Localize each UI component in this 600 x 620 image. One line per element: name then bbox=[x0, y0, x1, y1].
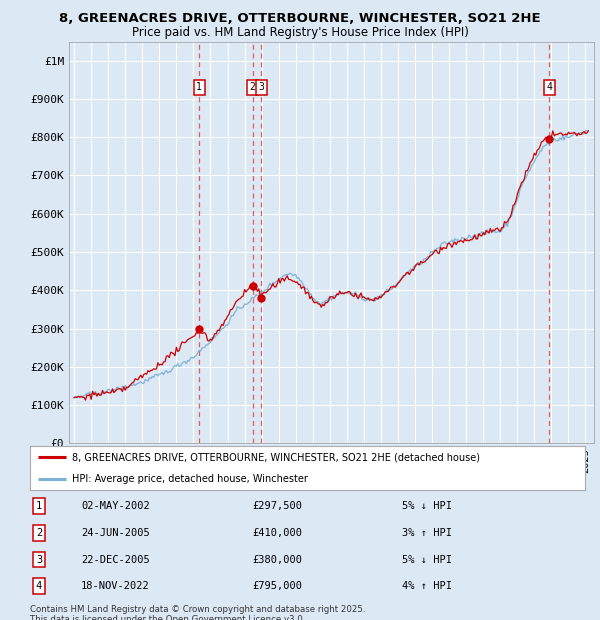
Text: 2: 2 bbox=[250, 82, 256, 92]
Text: 1: 1 bbox=[36, 501, 42, 512]
Text: Contains HM Land Registry data © Crown copyright and database right 2025.
This d: Contains HM Land Registry data © Crown c… bbox=[30, 605, 365, 620]
Text: 24-JUN-2005: 24-JUN-2005 bbox=[81, 528, 150, 538]
Text: 22-DEC-2005: 22-DEC-2005 bbox=[81, 554, 150, 565]
Text: 8, GREENACRES DRIVE, OTTERBOURNE, WINCHESTER, SO21 2HE: 8, GREENACRES DRIVE, OTTERBOURNE, WINCHE… bbox=[59, 12, 541, 25]
Text: 5% ↓ HPI: 5% ↓ HPI bbox=[402, 554, 452, 565]
Text: 4: 4 bbox=[547, 82, 552, 92]
Text: 2: 2 bbox=[36, 528, 42, 538]
Text: 8, GREENACRES DRIVE, OTTERBOURNE, WINCHESTER, SO21 2HE (detached house): 8, GREENACRES DRIVE, OTTERBOURNE, WINCHE… bbox=[71, 452, 479, 463]
Text: HPI: Average price, detached house, Winchester: HPI: Average price, detached house, Winc… bbox=[71, 474, 308, 484]
Text: 3: 3 bbox=[36, 554, 42, 565]
Text: 02-MAY-2002: 02-MAY-2002 bbox=[81, 501, 150, 512]
Text: 4% ↑ HPI: 4% ↑ HPI bbox=[402, 581, 452, 591]
Text: £410,000: £410,000 bbox=[252, 528, 302, 538]
Text: 5% ↓ HPI: 5% ↓ HPI bbox=[402, 501, 452, 512]
Text: 1: 1 bbox=[196, 82, 202, 92]
Text: 3: 3 bbox=[259, 82, 264, 92]
Text: £795,000: £795,000 bbox=[252, 581, 302, 591]
Text: £297,500: £297,500 bbox=[252, 501, 302, 512]
Text: 18-NOV-2022: 18-NOV-2022 bbox=[81, 581, 150, 591]
Text: £380,000: £380,000 bbox=[252, 554, 302, 565]
Text: Price paid vs. HM Land Registry's House Price Index (HPI): Price paid vs. HM Land Registry's House … bbox=[131, 26, 469, 39]
Text: 3% ↑ HPI: 3% ↑ HPI bbox=[402, 528, 452, 538]
Text: 4: 4 bbox=[36, 581, 42, 591]
